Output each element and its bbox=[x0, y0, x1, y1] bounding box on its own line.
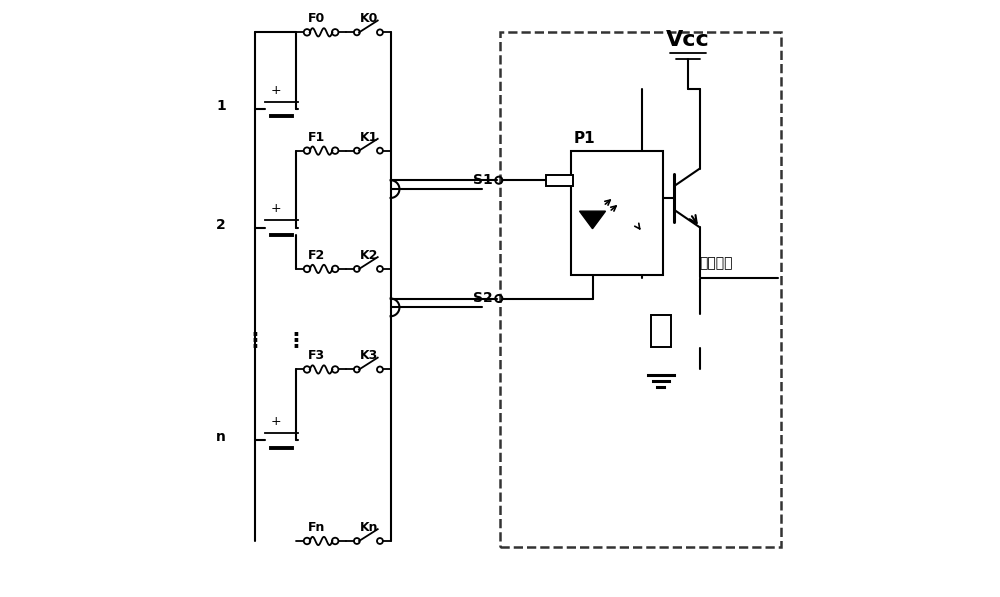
Text: F3: F3 bbox=[308, 349, 325, 362]
Text: S1: S1 bbox=[473, 173, 493, 187]
Text: 2: 2 bbox=[216, 217, 226, 232]
Text: S2: S2 bbox=[473, 291, 493, 306]
Text: K3: K3 bbox=[360, 349, 378, 362]
Text: 故障报警: 故障报警 bbox=[699, 257, 733, 270]
Text: P1: P1 bbox=[574, 131, 596, 146]
Text: F0: F0 bbox=[308, 13, 325, 25]
Text: n: n bbox=[216, 430, 226, 445]
Text: F1: F1 bbox=[308, 131, 325, 143]
Text: Vcc: Vcc bbox=[666, 30, 710, 50]
Text: F2: F2 bbox=[308, 249, 325, 262]
Text: ⋮: ⋮ bbox=[244, 330, 265, 350]
Bar bbox=[571, 150, 663, 275]
Text: K0: K0 bbox=[360, 13, 378, 25]
Text: K1: K1 bbox=[360, 131, 378, 143]
Text: ⋮: ⋮ bbox=[286, 330, 306, 350]
Text: +: + bbox=[271, 202, 282, 215]
Text: 1: 1 bbox=[216, 99, 226, 113]
Text: +: + bbox=[271, 415, 282, 428]
Text: +: + bbox=[271, 84, 282, 97]
Bar bbox=[651, 315, 671, 347]
Text: Fn: Fn bbox=[308, 521, 325, 534]
Bar bbox=[546, 175, 573, 186]
Text: K2: K2 bbox=[360, 249, 378, 262]
Polygon shape bbox=[580, 211, 606, 229]
Text: Kn: Kn bbox=[359, 521, 378, 534]
Bar bbox=[500, 32, 781, 547]
